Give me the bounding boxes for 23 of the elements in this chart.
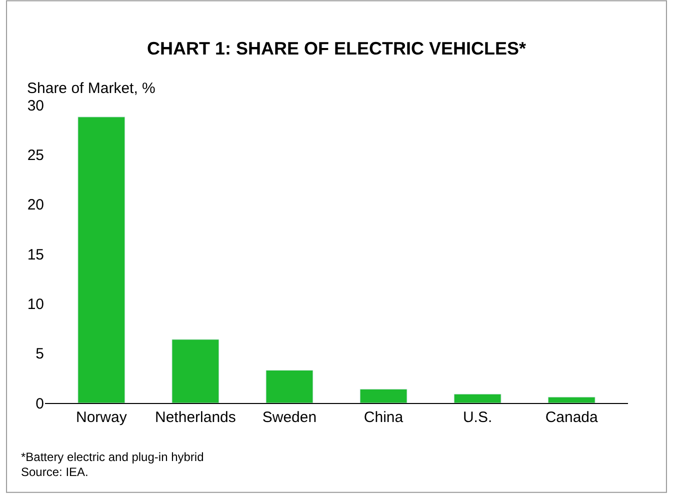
bar [548,396,596,403]
bar [78,116,126,403]
bar [172,339,220,403]
y-tick-label: 25 [27,146,44,164]
text: *Battery electric and plug-in hybrid [21,450,204,464]
x-tick-label: Sweden [262,409,317,426]
y-tick-label: 30 [27,97,44,114]
source-note: Source: IEA. [21,465,88,479]
bar [360,388,408,403]
x-tick-label: Canada [545,409,599,426]
x-tick-label: U.S. [462,409,492,426]
bar [454,394,502,403]
y-tick-label: 5 [36,346,44,363]
y-tick-label: 10 [27,296,44,313]
y-tick-label: 20 [27,196,44,214]
y-tick-label: 0 [36,395,44,412]
y-tick-label: 15 [27,246,44,264]
x-tick-label: China [364,409,404,426]
y-axis-title: Share of Market, % [27,80,156,97]
chart-title: CHART 1: SHARE OF ELECTRIC VEHICLES* [146,38,526,59]
x-tick-label: Netherlands [155,409,236,426]
x-tick-label: Norway [76,409,128,426]
bar [266,370,314,403]
